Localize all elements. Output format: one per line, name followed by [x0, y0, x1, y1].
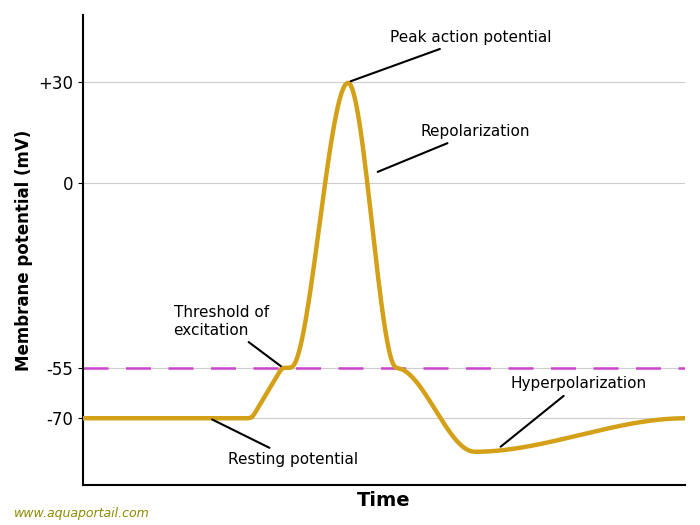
- Text: Peak action potential: Peak action potential: [351, 30, 552, 81]
- Text: www.aquaportail.com: www.aquaportail.com: [14, 507, 150, 520]
- Text: Resting potential: Resting potential: [212, 419, 358, 467]
- Text: Repolarization: Repolarization: [378, 124, 530, 172]
- Text: Threshold of
excitation: Threshold of excitation: [174, 305, 281, 366]
- X-axis label: Time: Time: [357, 491, 411, 510]
- Text: Hyperpolarization: Hyperpolarization: [500, 376, 647, 447]
- Y-axis label: Membrane potential (mV): Membrane potential (mV): [15, 130, 33, 371]
